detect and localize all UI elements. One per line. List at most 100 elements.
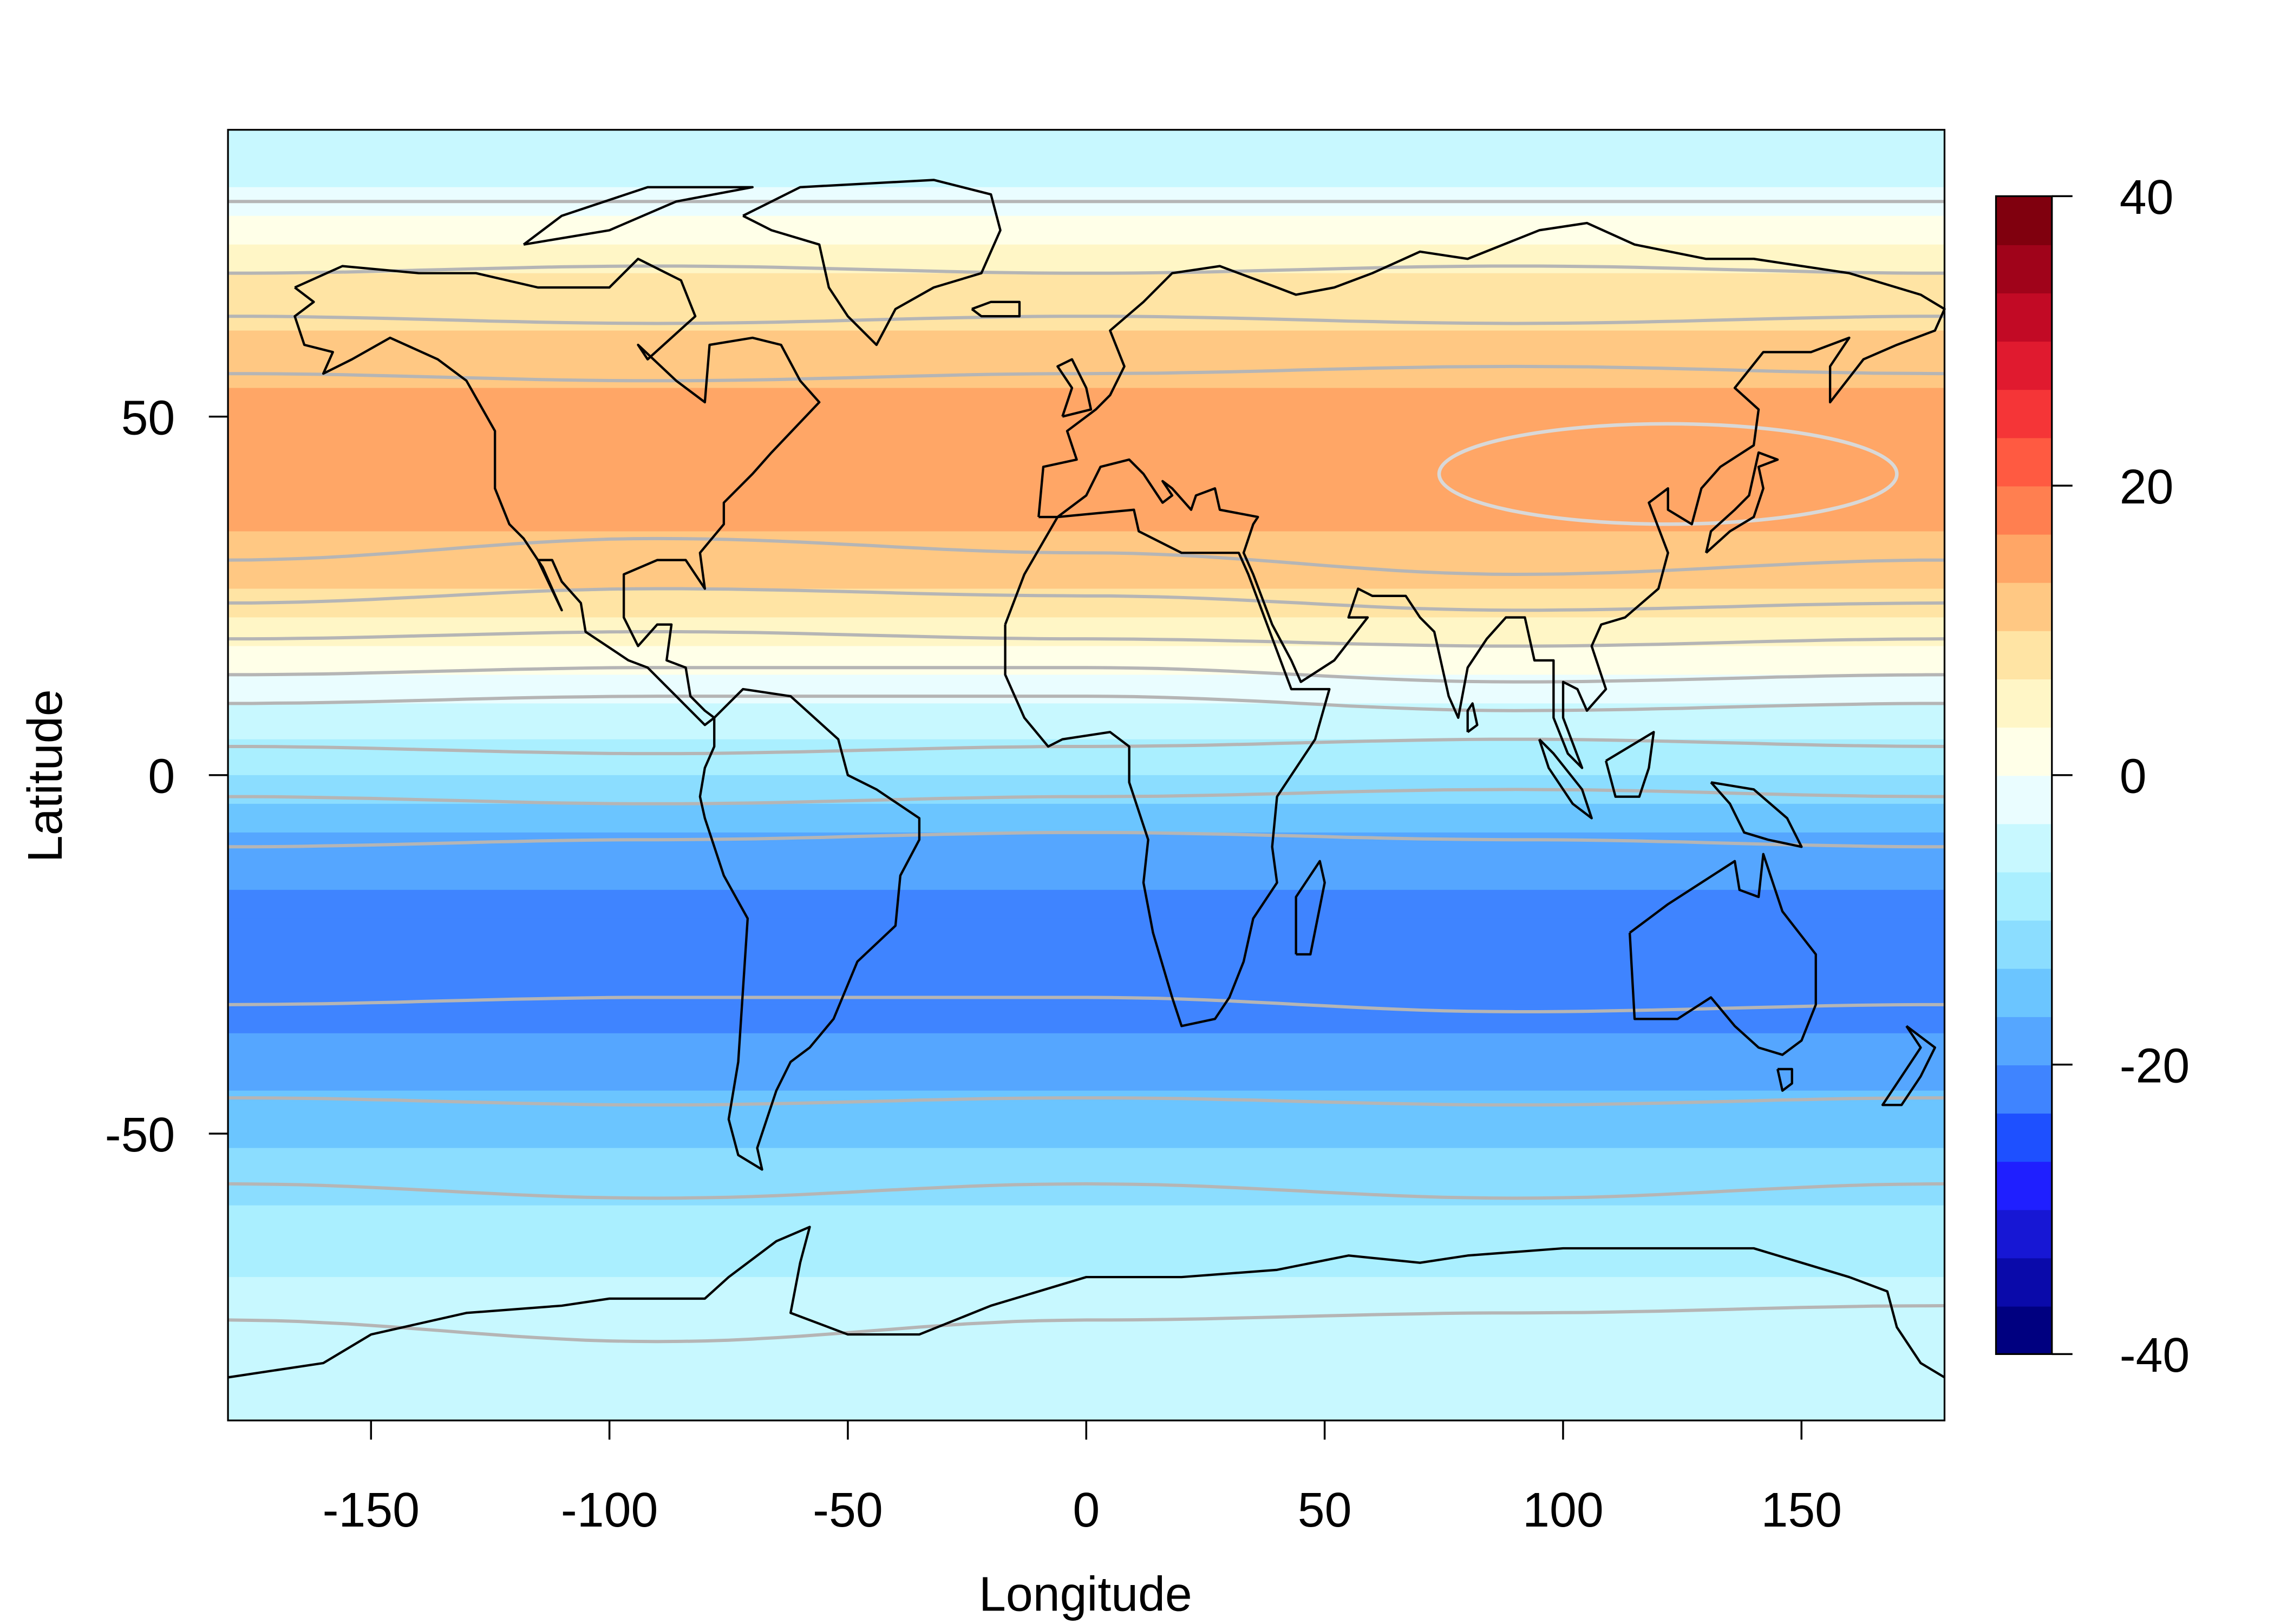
colorbar-swatch	[1996, 340, 2052, 390]
field-band-30	[228, 1033, 1945, 1063]
field-band-31	[228, 1062, 1945, 1092]
x-axis: -150 -100 -50 0 50 100 150	[323, 1420, 1842, 1537]
africa-outline	[1004, 508, 1331, 1027]
land-outlines	[227, 179, 1946, 1379]
x-tick-label: -50	[813, 1483, 883, 1537]
field-band-9	[228, 416, 1945, 447]
antarctica-outline	[227, 1226, 1945, 1379]
contour-line-6	[228, 630, 1945, 648]
field-band-38	[228, 1277, 1945, 1422]
colorbar-swatch	[1996, 486, 2052, 535]
colorbar-swatch	[1996, 1016, 2052, 1065]
y-axis-label: Latitude	[18, 689, 73, 862]
contour-line-9	[228, 737, 1945, 756]
contour-line-5	[228, 587, 1945, 612]
colorbar-tick-label: 20	[2120, 460, 2174, 514]
iceland-outline	[971, 300, 1021, 318]
colorbar-tick-label: -40	[2120, 1328, 2190, 1383]
colorbar-swatch	[1996, 920, 2052, 969]
contour-line-10	[228, 788, 1945, 806]
x-tick-label: -100	[561, 1483, 658, 1537]
field-band-35	[228, 1176, 1945, 1207]
contour-line-15	[228, 1304, 1945, 1344]
contour-line-12	[228, 996, 1945, 1013]
field-band-32	[228, 1090, 1945, 1121]
colorbar-swatch	[1996, 630, 2052, 679]
closed-contour	[1437, 422, 1899, 526]
y-tick-label: 0	[148, 749, 175, 803]
y-tick-label: -50	[105, 1108, 175, 1162]
new-guinea-outline	[1710, 781, 1803, 848]
colorbar-swatch	[1996, 582, 2052, 631]
field-band-23	[228, 832, 1945, 862]
south-america-outline	[698, 687, 921, 1171]
greenland-outline	[742, 179, 1002, 346]
contour-line-8	[228, 695, 1945, 712]
sri-lanka-outline	[1466, 702, 1479, 734]
y-tick-label: 50	[121, 391, 175, 445]
contour-line-14	[228, 1182, 1945, 1200]
x-tick-label: -150	[323, 1483, 420, 1537]
field-band-11	[228, 474, 1945, 504]
europe-asia-outline	[1037, 221, 1946, 769]
field-band-10	[228, 445, 1945, 475]
contour-line-3	[228, 364, 1945, 383]
field-band-36	[228, 1205, 1945, 1235]
field-band-26	[228, 918, 1945, 948]
field-band-13	[228, 531, 1945, 561]
contour-line-2	[228, 315, 1945, 325]
colorbar-swatch	[1996, 726, 2052, 776]
field-band-27	[228, 947, 1945, 977]
x-tick-label: 100	[1522, 1483, 1604, 1537]
field-band-12	[228, 502, 1945, 533]
field-band-37	[228, 1234, 1945, 1278]
colorbar-swatch	[1996, 678, 2052, 728]
contour-line-11	[228, 830, 1945, 849]
field-band-22	[228, 803, 1945, 834]
field-band-34	[228, 1148, 1945, 1178]
field-band-2	[228, 215, 1945, 246]
colorbar-swatch	[1996, 968, 2052, 1017]
uk-outline	[1056, 358, 1093, 418]
colorbar-swatch	[1996, 1209, 2052, 1259]
contour-line-7	[228, 666, 1945, 684]
contour-line-4	[228, 536, 1945, 577]
field-band-25	[228, 889, 1945, 920]
colorbar-swatch	[1996, 292, 2052, 342]
colorbar-swatch	[1996, 872, 2052, 921]
y-axis: -50 0 50	[105, 391, 228, 1162]
x-axis-label: Longitude	[979, 1567, 1192, 1621]
contour-line-13	[228, 1096, 1945, 1107]
sumatra-outline	[1538, 738, 1593, 820]
australia-outline	[1628, 853, 1817, 1056]
field-band-33	[228, 1119, 1945, 1149]
colorbar-tick-label: -20	[2120, 1039, 2190, 1093]
contour-line-1	[228, 264, 1945, 275]
x-tick-label: 0	[1073, 1483, 1100, 1537]
colorbar-swatch	[1996, 1064, 2052, 1114]
madagascar-outline	[1295, 860, 1326, 956]
new-zealand-outline	[1881, 1025, 1936, 1106]
colorbar-tick-label: 40	[2120, 171, 2174, 225]
colorbar: 40 20 0 -20 -40	[1995, 171, 2190, 1383]
colorbar-tick-label: 0	[2120, 749, 2147, 803]
field-band-4	[228, 273, 1945, 303]
field-band-0	[228, 129, 1945, 188]
arctic-islands-outline	[522, 186, 754, 246]
x-tick-label: 150	[1761, 1483, 1842, 1537]
contour-layer	[228, 200, 1945, 1344]
field-band-6	[228, 330, 1945, 361]
field-layer	[228, 129, 1945, 1422]
colorbar-swatch	[1996, 1306, 2052, 1355]
north-america-outline	[293, 258, 821, 726]
colorbar-swatch	[1996, 196, 2052, 245]
colorbar-swatch	[1996, 823, 2052, 873]
x-tick-label: 50	[1298, 1483, 1352, 1537]
field-band-20	[228, 739, 1945, 776]
colorbar-swatch	[1996, 389, 2052, 438]
colorbar-swatch	[1996, 244, 2052, 294]
colorbar-swatch	[1996, 534, 2052, 583]
borneo-outline	[1604, 731, 1655, 798]
colorbar-swatch	[1996, 437, 2052, 487]
